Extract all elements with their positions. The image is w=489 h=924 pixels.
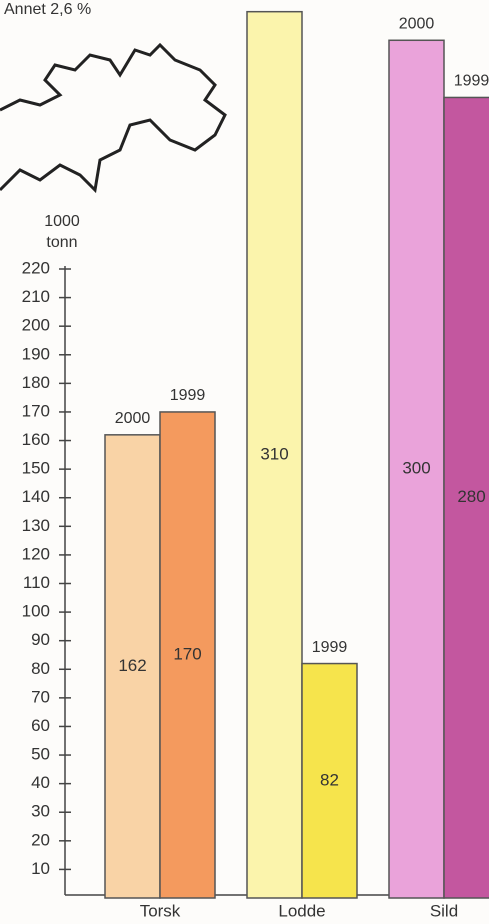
- y-tick-label: 120: [22, 544, 50, 563]
- y-tick-label: 150: [22, 459, 50, 478]
- map-outline: [0, 42, 227, 194]
- x-tick-label: Lodde: [278, 901, 325, 920]
- y-tick-label: 210: [22, 287, 50, 306]
- value-label: 310: [260, 444, 288, 463]
- value-label: 82: [320, 770, 339, 789]
- series-label: 1999: [454, 73, 489, 90]
- y-tick-label: 50: [31, 745, 50, 764]
- value-label: 300: [402, 459, 430, 478]
- y-tick-label: 190: [22, 344, 50, 363]
- y-tick-label: 20: [31, 830, 50, 849]
- y-tick-label: 170: [22, 401, 50, 420]
- annotation: Annet 2,6 %: [4, 1, 91, 18]
- series-label: 2000: [257, 0, 293, 4]
- y-tick-label: 70: [31, 687, 50, 706]
- y-tick-label: 60: [31, 716, 50, 735]
- y-tick-label: 40: [31, 773, 50, 792]
- y-tick-label: 160: [22, 430, 50, 449]
- y-tick-label: 140: [22, 487, 50, 506]
- y-axis-label: 1000: [44, 213, 80, 230]
- series-label: 2000: [399, 15, 435, 32]
- y-tick-label: 200: [22, 316, 50, 335]
- y-tick-label: 180: [22, 373, 50, 392]
- value-label: 280: [457, 487, 485, 506]
- y-tick-label: 10: [31, 859, 50, 878]
- bar: [443, 96, 489, 899]
- y-tick-label: 220: [22, 258, 50, 277]
- bar: [301, 662, 358, 899]
- series-label: 1999: [312, 639, 348, 656]
- y-tick-label: 110: [23, 573, 50, 592]
- y-tick-label: 90: [31, 630, 50, 649]
- value-label: 162: [118, 656, 146, 675]
- series-label: 1999: [170, 387, 206, 404]
- y-tick-label: 80: [31, 659, 50, 678]
- x-tick-label: Sild: [430, 901, 458, 920]
- y-tick-label: 100: [22, 602, 50, 621]
- bar: [246, 10, 303, 899]
- series-label: 2000: [115, 410, 151, 427]
- bar: [104, 434, 161, 899]
- y-tick-label: 130: [22, 516, 50, 535]
- y-tick-label: 30: [31, 802, 50, 821]
- bar: [388, 39, 445, 899]
- x-tick-label: Torsk: [140, 901, 181, 920]
- bar: [159, 411, 216, 899]
- value-label: 170: [173, 644, 201, 663]
- y-axis-label: tonn: [46, 234, 77, 251]
